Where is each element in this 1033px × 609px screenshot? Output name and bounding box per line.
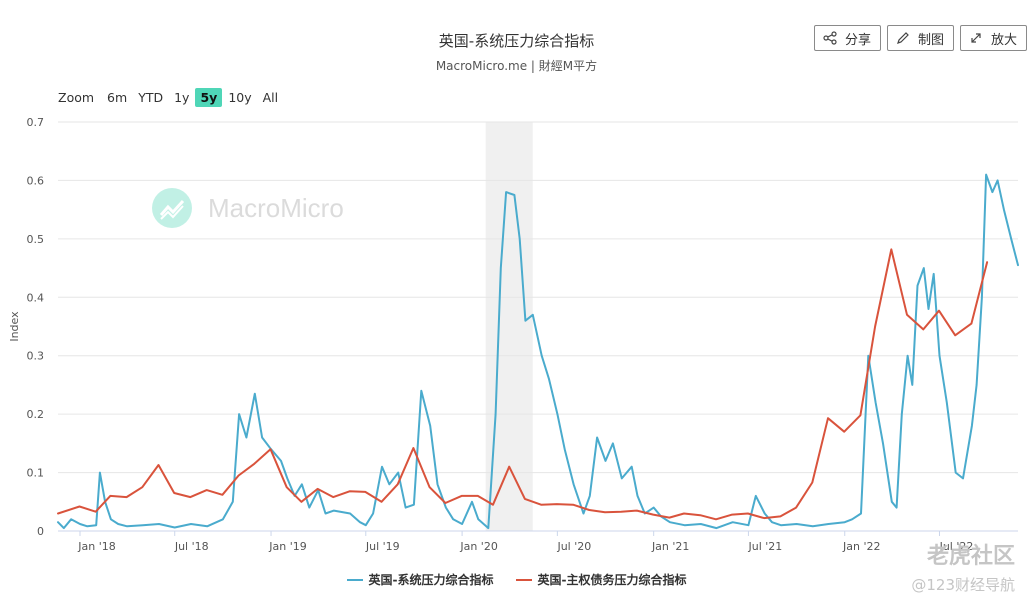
x-tick-label-4: Jan '20 — [459, 540, 497, 553]
y-axis-label: Index — [8, 311, 21, 342]
enlarge-button[interactable]: 放大 — [959, 25, 1027, 51]
y-tick-label-7: 0.7 — [27, 116, 45, 129]
legend-label-series-1: 英国-系统压力综合指标 — [368, 573, 494, 587]
zoom-10y-button[interactable]: 10y — [228, 90, 252, 105]
x-tick-label-2: Jan '19 — [268, 540, 306, 553]
legend-item-series-1[interactable]: 英国-系统压力综合指标 — [346, 571, 494, 588]
legend-swatch-series-2 — [515, 578, 532, 581]
y-tick-label-0: 0 — [37, 525, 44, 538]
recession-band-0 — [485, 122, 533, 531]
y-tick-label-4: 0.4 — [27, 291, 45, 304]
chart-toolbar: 分享 制图 放大 — [813, 25, 1027, 51]
x-tick-label-1: Jul '18 — [174, 540, 209, 553]
zoom-all-button[interactable]: All — [262, 90, 279, 105]
zoom-label: Zoom — [58, 90, 95, 105]
legend-swatch-series-1 — [346, 578, 363, 581]
legend-item-series-2[interactable]: 英国-主权债务压力综合指标 — [515, 571, 687, 588]
watermark-text: MacroMicro — [208, 192, 344, 223]
expand-icon — [971, 33, 981, 43]
corner-watermark: 老虎社区 @123财经导航 — [911, 538, 1015, 595]
y-tick-label-6: 0.6 — [27, 174, 45, 187]
legend-label-series-2: 英国-主权债务压力综合指标 — [537, 573, 687, 587]
chart-subtitle: MacroMicro.me | 財經M平方 — [435, 59, 598, 73]
zoom-ytd-button[interactable]: YTD — [138, 90, 164, 105]
pencil-icon — [897, 32, 909, 44]
chart-title: 英国-系统压力综合指标 — [438, 32, 595, 50]
series-line-1 — [57, 173, 1019, 530]
y-tick-label-1: 0.1 — [27, 467, 45, 480]
draw-label: 制图 — [917, 32, 944, 48]
share-label: 分享 — [844, 32, 871, 48]
x-tick-label-0: Jan '18 — [77, 540, 115, 553]
x-tick-label-9: Jul '22 — [939, 540, 974, 553]
macromicro-watermark: MacroMicro — [152, 188, 344, 228]
share-button[interactable]: 分享 — [813, 25, 881, 51]
macromicro-logo-icon — [152, 188, 192, 228]
y-tick-label-5: 0.5 — [27, 233, 45, 246]
zoom-6m-button[interactable]: 6m — [107, 90, 128, 105]
chart-legend: 英国-系统压力综合指标 英国-主权债务压力综合指标 — [0, 571, 1033, 588]
y-tick-label-3: 0.3 — [27, 350, 45, 363]
enlarge-label: 放大 — [990, 32, 1017, 48]
x-tick-label-3: Jul '19 — [365, 540, 400, 553]
x-tick-label-5: Jul '20 — [556, 540, 591, 553]
zoom-bar: Zoom 6m YTD 1y 5y 10y All — [58, 88, 284, 107]
zoom-5y-button[interactable]: 5y — [195, 88, 223, 107]
corner-watermark-top: 老虎社区 — [926, 544, 1015, 569]
share-icon — [823, 31, 837, 45]
zoom-1y-button[interactable]: 1y — [174, 90, 190, 105]
x-tick-label-6: Jan '21 — [651, 540, 689, 553]
corner-watermark-bottom: @123财经导航 — [911, 576, 1015, 594]
x-tick-label-7: Jul '21 — [748, 540, 783, 553]
x-tick-label-8: Jan '22 — [842, 540, 880, 553]
y-tick-label-2: 0.2 — [27, 408, 45, 421]
series-line-2 — [57, 248, 989, 521]
draw-button[interactable]: 制图 — [886, 25, 954, 51]
